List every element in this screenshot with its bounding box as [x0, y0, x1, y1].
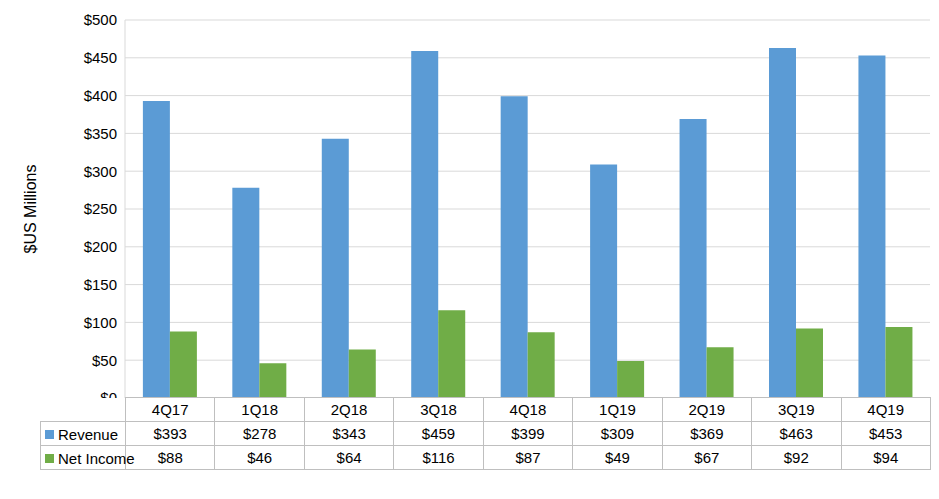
html-text:$94: $94 [873, 449, 899, 466]
svg-text:$400: $400 [84, 87, 117, 104]
html-text:$453: $453 [869, 425, 903, 442]
html-text:2Q19: 2Q19 [688, 401, 726, 418]
html-text:Net Income: Net Income [58, 449, 135, 467]
html-text:$463: $463 [779, 425, 813, 442]
html-text:$116: $116 [422, 449, 455, 466]
html-text:$399: $399 [511, 425, 545, 442]
html-text:4Q17: 4Q17 [151, 401, 189, 418]
svg-text:$250: $250 [84, 200, 117, 217]
html-text:$87: $87 [515, 449, 541, 466]
html-text:1Q19: 1Q19 [599, 401, 636, 418]
svg-text:$50: $50 [92, 352, 117, 369]
html-text:4Q19: 4Q19 [867, 401, 905, 418]
html-text:3Q18: 3Q18 [420, 401, 457, 418]
html-text:4Q18: 4Q18 [509, 401, 547, 418]
html-text:$393: $393 [153, 425, 187, 442]
html-text:Revenue: Revenue [58, 425, 118, 443]
html-text:$278: $278 [243, 425, 277, 442]
svg-text:$450: $450 [84, 49, 117, 66]
svg-text:$200: $200 [84, 238, 117, 255]
svg-text:$300: $300 [84, 163, 117, 180]
html-text:$343: $343 [332, 425, 366, 442]
html-text:$67: $67 [694, 449, 720, 466]
svg-text:$350: $350 [84, 125, 117, 142]
html-text:$88: $88 [157, 449, 183, 466]
html-text:3Q19: 3Q19 [777, 401, 815, 418]
html-text:$64: $64 [336, 449, 362, 466]
svg-text:$100: $100 [84, 314, 117, 331]
svg-text:$US Millions: $US Millions [22, 165, 39, 254]
svg-text:$500: $500 [84, 11, 117, 28]
html-text:$309: $309 [600, 425, 635, 442]
html-text:$46: $46 [247, 449, 273, 466]
html-text:$49: $49 [604, 449, 630, 466]
html-text:$459: $459 [421, 425, 456, 442]
html-text:1Q18: 1Q18 [241, 401, 278, 418]
html-text:2Q18: 2Q18 [330, 401, 368, 418]
svg-text:$150: $150 [84, 276, 117, 293]
html-text:$92: $92 [783, 449, 809, 466]
html-text:$369: $369 [690, 425, 724, 442]
